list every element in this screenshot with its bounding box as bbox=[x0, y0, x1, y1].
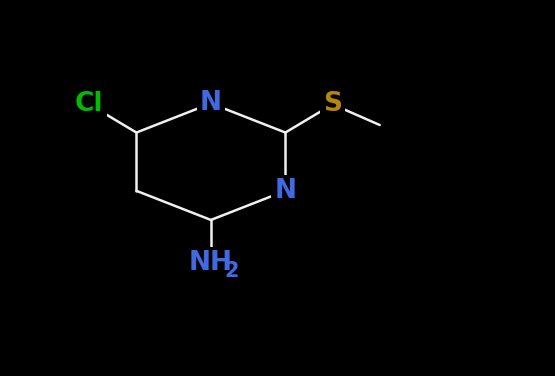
Text: NH: NH bbox=[189, 250, 233, 276]
Text: N: N bbox=[274, 178, 296, 204]
Text: Cl: Cl bbox=[75, 91, 103, 117]
Text: N: N bbox=[200, 90, 222, 117]
Text: S: S bbox=[323, 91, 342, 117]
Text: 2: 2 bbox=[225, 261, 239, 282]
